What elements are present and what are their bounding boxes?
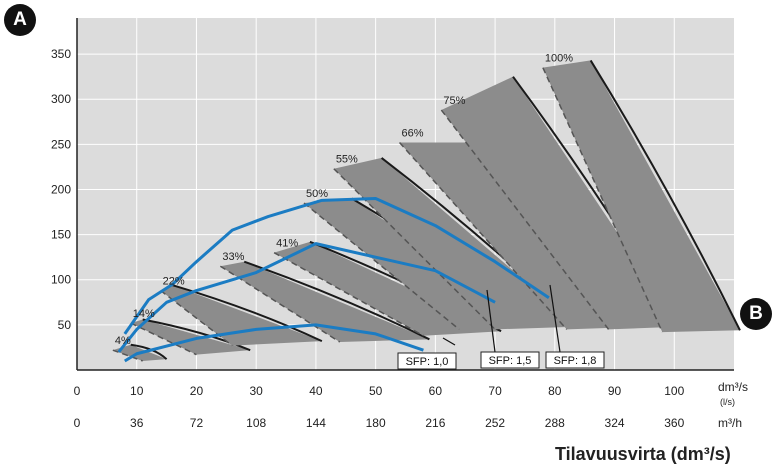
x-unit-sub-label: (l/s) — [720, 397, 735, 407]
y-tick-label: 50 — [58, 318, 72, 332]
x-axis-title: Tilavuusvirta (dm³/s) — [555, 444, 731, 464]
x-tick-label: 40 — [309, 384, 323, 398]
speed-band — [333, 157, 579, 330]
marker-b-badge: B — [740, 298, 772, 330]
speed-band-dash — [130, 322, 197, 356]
y-tick-label: 300 — [51, 92, 71, 106]
x2-tick-label: 144 — [306, 416, 326, 430]
x2-unit-label: m³/h — [718, 416, 742, 430]
sfp-label-box — [545, 351, 605, 369]
x-tick-label: 60 — [429, 384, 443, 398]
speed-band-edge — [172, 284, 323, 343]
speed-band-label: 4% — [115, 335, 131, 347]
speed-bands — [112, 59, 741, 362]
speed-band — [130, 319, 251, 355]
sfp-curve — [124, 323, 424, 363]
x2-tick-label: 216 — [425, 416, 445, 430]
band-labels: 4% 14% 22% 33% 41% 50% 55% 66% 75% 100% — [115, 53, 573, 348]
x-tick-label: 10 — [130, 384, 144, 398]
x-tick-label: 70 — [488, 384, 502, 398]
speed-band — [441, 76, 681, 330]
y-tick-label: 150 — [51, 228, 71, 242]
x2-tick-label: 108 — [246, 416, 266, 430]
y-tick-label: 200 — [51, 182, 71, 196]
speed-band-dash — [273, 252, 424, 337]
x-tick-label: 90 — [608, 384, 622, 398]
speed-band-dash — [333, 168, 496, 330]
speed-band-label: 66% — [402, 128, 424, 140]
speed-band-label: 100% — [545, 53, 573, 65]
speed-band-edge — [589, 59, 741, 331]
x-tick-label: 100 — [664, 384, 684, 398]
speed-band — [220, 261, 430, 343]
speed-band-label: 33% — [222, 251, 244, 263]
x2-tick-label: 324 — [605, 416, 625, 430]
speed-band-dash — [112, 349, 143, 362]
sfp-label: SFP: 1,8 — [554, 355, 597, 367]
x2-tick-label: 288 — [545, 416, 565, 430]
y-tick-label: 250 — [51, 137, 71, 151]
speed-band-dash — [542, 67, 664, 333]
y-tick-label: 350 — [51, 47, 71, 61]
speed-band — [542, 60, 740, 333]
axes: 50 100 150 200 250 300 350 0 0 10 36 20 72 30 108 40 144… — [51, 18, 748, 430]
sfp-curve — [117, 242, 496, 353]
speed-band-label: 55% — [336, 154, 358, 166]
x-tick-label: 50 — [369, 384, 383, 398]
sfp-leader-line — [442, 337, 456, 346]
sfp-label-box — [397, 352, 457, 370]
sfp-label: SFP: 1,5 — [489, 355, 532, 367]
speed-band-label: 41% — [276, 238, 298, 250]
x2-tick-label: 180 — [366, 416, 386, 430]
y-tick-label: 100 — [51, 273, 71, 287]
x2-tick-label: 360 — [664, 416, 684, 430]
x2-tick-label: 72 — [190, 416, 204, 430]
speed-band-edge — [142, 318, 251, 352]
sfp-leader-line — [486, 289, 496, 353]
x-tick-label: 0 — [74, 384, 81, 398]
marker-a-badge: A — [4, 4, 36, 36]
speed-band-edge — [243, 260, 430, 341]
x2-tick-label: 252 — [485, 416, 505, 430]
speed-band-dash — [303, 202, 460, 330]
sfp-curves — [117, 197, 550, 363]
x-unit-label: dm³/s — [718, 380, 748, 394]
x-tick-label: 20 — [190, 384, 204, 398]
sfp-leader-line — [549, 284, 561, 353]
sfp-label: SFP: 1,0 — [406, 356, 449, 368]
x2-tick-label: 0 — [74, 416, 81, 430]
sfp-label-box — [480, 351, 540, 369]
x-tick-label: 30 — [250, 384, 264, 398]
speed-band — [160, 285, 322, 346]
speed-band-label: 75% — [443, 95, 465, 107]
speed-band-label: 22% — [163, 276, 185, 288]
x2-tick-label: 36 — [130, 416, 144, 430]
speed-band-dash — [440, 109, 610, 330]
speed-band-label: 50% — [306, 188, 328, 200]
x-tick-label: 80 — [548, 384, 562, 398]
sfp-curve — [123, 197, 550, 335]
sfp-boxes: SFP: 1,0 SFP: 1,5 SFP: 1,8 — [397, 284, 605, 370]
speed-band-label: 14% — [133, 308, 155, 320]
speed-band-dash — [398, 142, 568, 330]
